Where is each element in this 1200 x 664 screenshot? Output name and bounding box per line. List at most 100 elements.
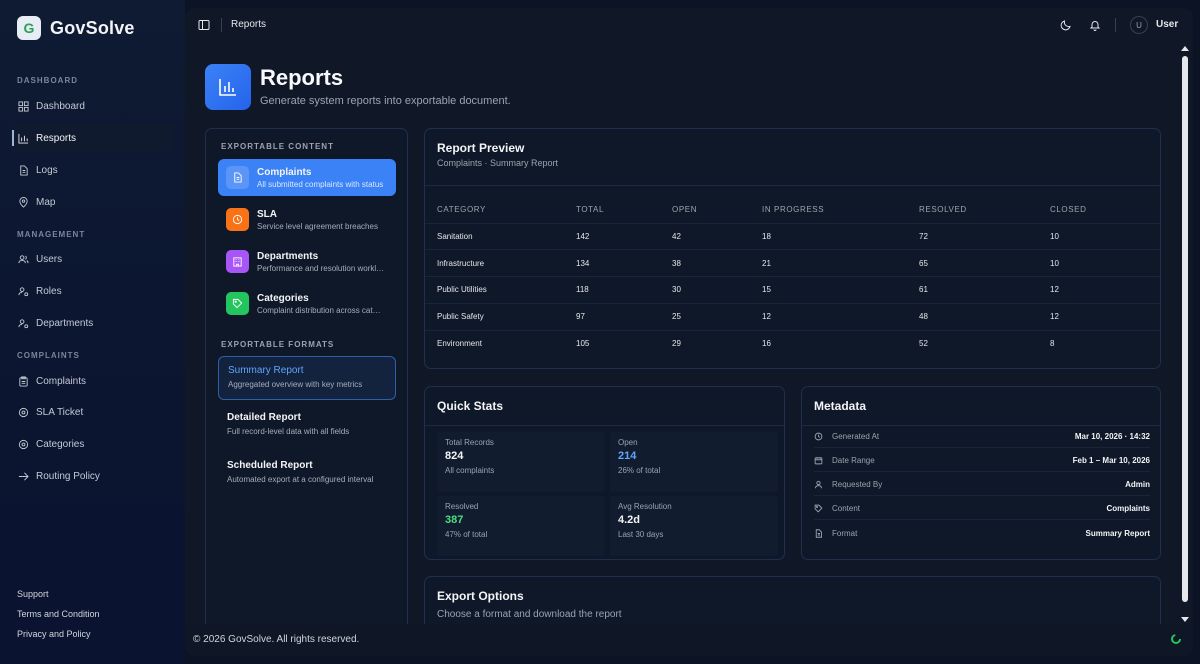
column-header: CLOSED <box>1050 205 1087 215</box>
stat-value: 214 <box>618 450 637 462</box>
sidebar-item-label: Departments <box>36 317 94 329</box>
column-header: CATEGORY <box>437 205 486 215</box>
sidebar-item-label: Categories <box>36 438 85 450</box>
preview-title: Report Preview <box>437 141 525 155</box>
scroll-up-arrow-icon[interactable] <box>1181 46 1189 51</box>
calendar-icon <box>814 457 823 465</box>
sidebar-item-map[interactable]: Map <box>10 188 174 216</box>
user-icon <box>815 480 822 489</box>
sidebar-item-label: Complaints <box>36 375 87 387</box>
sidebar-item-complaints[interactable]: Complaints <box>10 367 174 395</box>
bar-chart-icon <box>219 79 236 96</box>
stat-note: Last 30 days <box>618 530 664 539</box>
table-cell: 12 <box>1050 276 1160 304</box>
sidebar-item-reports[interactable]: Resports <box>10 124 174 152</box>
format-item-detailed[interactable]: Detailed Report Full record-level data w… <box>218 404 396 448</box>
sidebar-item-label: Users <box>36 253 63 265</box>
meta-value: Admin <box>1125 480 1150 489</box>
stat-note: 26% of total <box>618 466 661 475</box>
meta-value: Feb 1 – Mar 10, 2026 <box>1072 456 1150 465</box>
content-item-title: Departments <box>257 250 319 262</box>
format-item-desc: Automated export at a configured interva… <box>227 475 374 484</box>
sidebar: G GovSolve DASHBOARD Dashboard Resports … <box>0 0 185 664</box>
breadcrumb[interactable]: Reports <box>231 19 267 30</box>
tag-icon <box>226 292 249 315</box>
sidebar-item-departments[interactable]: Departments <box>10 309 174 337</box>
table-cell: 10 <box>1050 222 1160 250</box>
table-cell: 142 <box>576 222 672 250</box>
meta-row-format: Format Summary Report <box>814 522 1150 544</box>
section-complaints: COMPLAINTS <box>17 351 80 360</box>
user-name[interactable]: User <box>1156 19 1179 30</box>
content-item-categories[interactable]: Categories Complaint distribution across… <box>218 285 396 322</box>
scrollbar-thumb[interactable] <box>1182 56 1188 602</box>
table-cell: 15 <box>762 276 919 304</box>
sidebar-item-users[interactable]: Users <box>10 245 174 273</box>
avatar[interactable]: U <box>1130 16 1148 34</box>
stat-label: Resolved <box>445 502 479 511</box>
stat-label: Total Records <box>445 438 494 447</box>
table-row: Environment 105 29 16 52 8 <box>425 329 1160 357</box>
meta-row-generated-at: Generated At Mar 10, 2026 · 14:32 <box>814 426 1150 448</box>
format-item-desc: Aggregated overview with key metrics <box>228 380 363 389</box>
user-cog-icon <box>18 286 29 296</box>
scrollbar[interactable] <box>1180 42 1190 624</box>
privacy-link[interactable]: Privacy and Policy <box>17 629 91 639</box>
stat-note: All complaints <box>445 466 495 475</box>
column-header: TOTAL <box>576 205 605 215</box>
content-item-desc: Service level agreement breaches <box>257 221 378 231</box>
exportable-content-heading: EXPORTABLE CONTENT <box>221 142 334 151</box>
stat-value: 4.2d <box>618 514 641 526</box>
metadata-card: Metadata Generated At Mar 10, 2026 · 14:… <box>801 386 1161 560</box>
divider <box>425 425 784 426</box>
sidebar-item-dashboard[interactable]: Dashboard <box>10 92 174 120</box>
moon-icon[interactable] <box>1060 19 1072 31</box>
copyright: © 2026 GovSolve. All rights reserved. <box>193 634 360 645</box>
table-cell: Infrastructure <box>425 249 576 277</box>
meta-row-date-range: Date Range Feb 1 – Mar 10, 2026 <box>814 450 1150 472</box>
sidebar-item-roles[interactable]: Roles <box>10 277 174 305</box>
sidebar-toggle-icon[interactable] <box>198 19 210 31</box>
quick-stats-card: Quick Stats Total Records 824 All compla… <box>424 386 785 560</box>
govsolve-mini-logo-icon <box>1171 634 1181 644</box>
content-item-title: SLA <box>257 208 277 220</box>
page-title: Reports <box>260 65 344 90</box>
content-item-desc: Complaint distribution across categories <box>257 305 385 315</box>
format-item-title: Detailed Report <box>227 412 301 423</box>
export-selection-card: EXPORTABLE CONTENT Complaints All submit… <box>205 128 408 638</box>
sidebar-item-routing-policy[interactable]: Routing Policy <box>10 462 174 490</box>
stat-avg-resolution: Avg Resolution 4.2d Last 30 days <box>610 496 778 556</box>
sidebar-item-sla-ticket[interactable]: SLA Ticket <box>10 398 174 426</box>
table-row: Public Safety 97 25 12 48 12 <box>425 302 1160 331</box>
support-link[interactable]: Support <box>17 589 49 599</box>
format-item-summary[interactable]: Summary Report Aggregated overview with … <box>218 356 396 400</box>
sidebar-item-categories[interactable]: Categories <box>10 430 174 458</box>
table-cell: 118 <box>576 276 672 304</box>
terms-link[interactable]: Terms and Condition <box>17 609 100 619</box>
scroll-down-arrow-icon[interactable] <box>1181 617 1189 622</box>
format-item-scheduled[interactable]: Scheduled Report Automated export at a c… <box>218 452 396 504</box>
table-row: Sanitation 142 42 18 72 10 <box>425 222 1160 250</box>
brand[interactable]: G GovSolve <box>17 16 135 40</box>
meta-row-requested-by: Requested By Admin <box>814 474 1150 496</box>
stat-label: Avg Resolution <box>618 502 672 511</box>
export-options-title: Export Options <box>437 589 524 603</box>
column-header: RESOLVED <box>919 205 967 215</box>
content-item-sla[interactable]: SLA Service level agreement breaches <box>218 201 396 238</box>
report-preview-card: Report Preview Complaints · Summary Repo… <box>424 128 1161 369</box>
table-cell: Public Safety <box>425 302 576 331</box>
table-cell: 8 <box>1050 329 1160 357</box>
bell-icon[interactable] <box>1089 19 1101 31</box>
content-item-departments[interactable]: Departments Performance and resolution w… <box>218 243 396 280</box>
table-cell: Sanitation <box>425 222 576 250</box>
sidebar-item-label: SLA Ticket <box>36 406 84 418</box>
table-cell: Public Utilities <box>425 276 576 304</box>
content-item-desc: Performance and resolution workload <box>257 263 385 273</box>
topbar-divider <box>221 18 222 32</box>
clipboard-icon <box>19 375 28 387</box>
sidebar-item-logs[interactable]: Logs <box>10 156 174 184</box>
content-item-complaints[interactable]: Complaints All submitted complaints with… <box>218 159 396 196</box>
sidebar-item-label: Map <box>36 196 56 208</box>
topbar: Reports U User <box>185 8 1193 42</box>
page-subtitle: Generate system reports into exportable … <box>260 95 511 107</box>
